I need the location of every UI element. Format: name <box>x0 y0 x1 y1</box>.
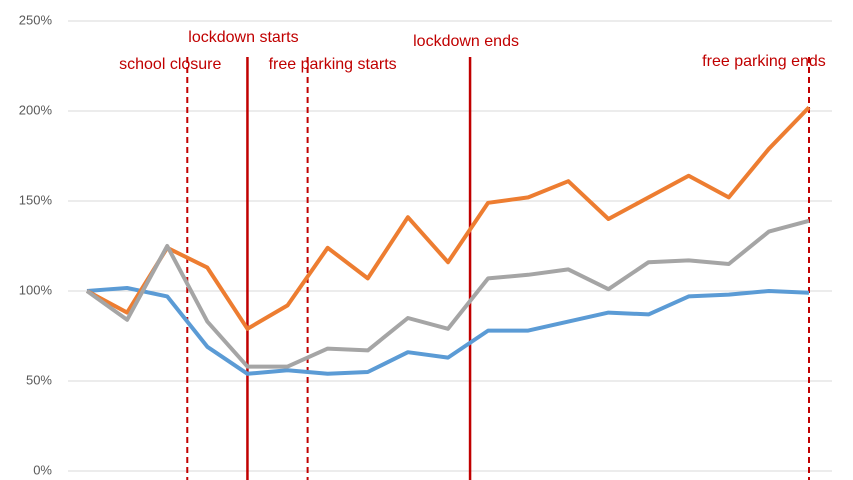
series-line <box>86 285 810 376</box>
y-tick-label: 150% <box>19 192 53 207</box>
series-line <box>86 106 811 331</box>
y-tick-label: 50% <box>26 372 52 387</box>
event-label: free parking starts <box>269 56 397 73</box>
event-label: lockdown ends <box>413 33 519 50</box>
y-tick-label: 250% <box>19 12 53 27</box>
event-label: free parking ends <box>702 53 826 70</box>
series-line <box>85 218 810 369</box>
y-tick-label: 100% <box>19 282 53 297</box>
y-tick-label: 200% <box>19 102 53 117</box>
event-label: school closure <box>119 56 221 73</box>
event-label: lockdown starts <box>188 29 298 46</box>
y-tick-label: 0% <box>33 462 52 477</box>
